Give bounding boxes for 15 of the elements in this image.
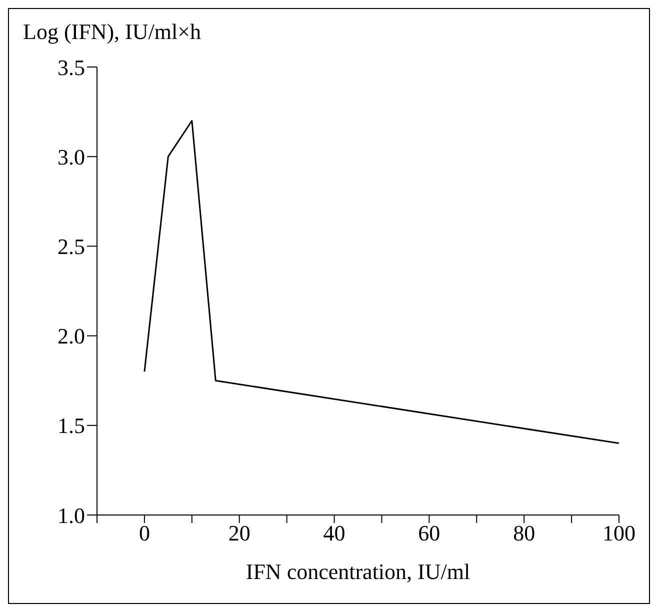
y-tick-label: 1.5 bbox=[58, 413, 85, 438]
y-tick-label: 3.5 bbox=[58, 54, 85, 80]
x-tick-label: 80 bbox=[513, 520, 536, 546]
x-tick-label: 20 bbox=[228, 520, 250, 546]
y-tick-label: 3.0 bbox=[58, 144, 85, 170]
y-tick-label: 1.0 bbox=[58, 502, 85, 528]
y-axis-title: Log (IFN), IU/ml×h bbox=[23, 19, 201, 45]
y-tick-label: 2.5 bbox=[58, 234, 85, 260]
x-tick-label: 40 bbox=[323, 520, 346, 546]
line-series bbox=[144, 120, 619, 444]
y-tick-label: 2.0 bbox=[58, 324, 85, 349]
x-tick-label: 60 bbox=[418, 520, 440, 546]
x-axis-title: IFN concentration, IU/ml bbox=[246, 559, 470, 584]
x-tick-label: 0 bbox=[138, 520, 150, 546]
x-tick-label: 100 bbox=[602, 520, 636, 546]
